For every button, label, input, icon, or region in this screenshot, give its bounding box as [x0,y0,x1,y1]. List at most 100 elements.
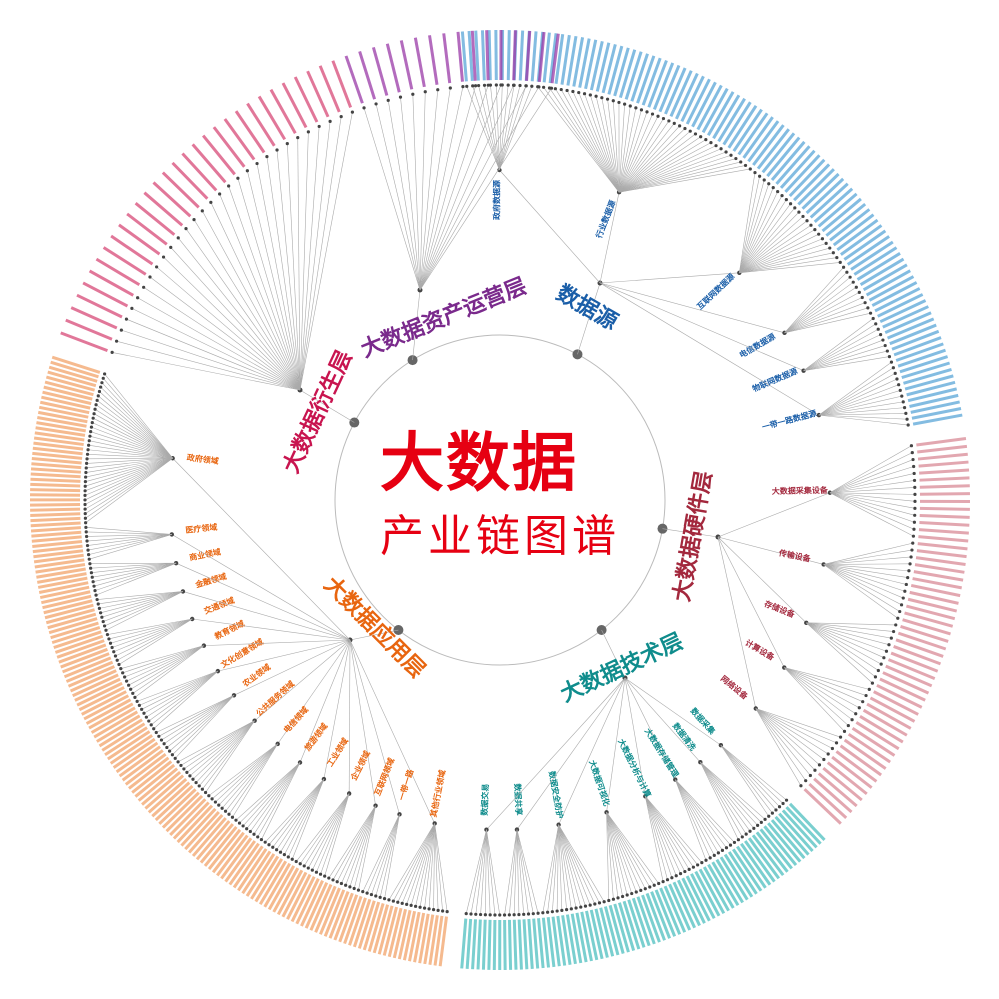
leaf-label-mark [30,493,81,497]
leaf-node [643,887,647,891]
leaf-link [284,778,325,855]
leaf-link [134,645,205,698]
leaf-label-mark [101,722,146,752]
leaf-link [572,91,620,193]
leaf-link [419,85,514,291]
leaf-label-mark [919,468,970,475]
leaf-link [829,492,915,516]
leaf-link [618,109,642,193]
leaf-link [99,391,173,459]
leaf-link [558,824,591,906]
leaf-link [250,762,301,832]
leaf-link [739,191,778,273]
leaf-node [687,867,691,871]
leaf-link [192,720,255,780]
leaf-node [756,823,760,827]
leaf-label-mark [659,887,682,935]
leaf-label-mark [290,876,316,923]
leaf-link [100,591,183,614]
leaf-node [339,881,344,886]
leaf-label-mark [201,134,236,176]
leaf-link [552,824,559,912]
leaf-label-mark [42,594,92,610]
leaf-node [758,174,762,178]
leaf-link [210,202,301,391]
leaf-link [606,812,628,896]
leaf-label-mark [893,336,942,357]
leaf-link [739,238,823,274]
leaf-link [92,422,173,459]
leaf-link [280,778,325,853]
leaf-node [488,913,492,917]
leaf-label-mark [871,281,918,307]
leaf-label-mark [295,878,320,925]
leaf-link [419,85,489,291]
leaf-link [126,645,204,682]
leaf-label-mark [527,918,534,969]
leaf-label-mark [856,252,901,281]
child-link [717,536,757,709]
leaf-node [101,376,105,380]
leaf-link [823,564,907,585]
leaf-link [618,120,670,193]
leaf-link [618,107,637,193]
leaf-link [645,796,698,866]
child-label: 大数据采集设备 [772,485,829,496]
leaf-label-mark [919,484,970,489]
leaf-label-mark [58,643,107,664]
leaf-link [112,352,301,391]
leaf-link [516,829,520,915]
leaf-label-mark [37,572,87,584]
leaf-link [117,618,193,661]
leaf-label-mark [550,33,560,84]
leaf-node [674,874,678,878]
child-label: 传输设备 [777,547,812,563]
leaf-link [618,105,631,193]
leaf-label-mark [362,901,381,951]
leaf-node [237,821,242,825]
leaf-label-mark [102,246,147,276]
leaf-link [829,466,914,494]
leaf-label-mark [30,512,81,517]
leaf-label-mark [31,530,82,538]
leaf-label-mark [785,806,822,845]
leaf-node [382,897,387,901]
leaf-link [829,445,912,494]
leaf-label-mark [128,756,170,790]
leaf-link [264,778,325,843]
leaf-label-mark [847,732,891,764]
leaf-label-mark [843,738,887,770]
leaf-label-mark [306,70,330,118]
leaf-node [374,894,378,898]
leaf-node [630,891,634,896]
leaf-node [267,843,271,847]
leaf-node [436,88,440,92]
leaf-node [531,912,535,916]
leaf-link [87,534,172,542]
leaf-link [499,85,521,171]
leaf-node [594,94,598,98]
leaf-label-mark [853,246,898,276]
leaf-node [331,878,335,882]
leaf-link [618,113,653,193]
child-link [624,677,676,780]
leaf-link [549,87,620,193]
leaf-node [133,695,137,699]
leaf-label-mark [118,745,161,778]
leaf-node [483,913,487,917]
leaf-node [91,580,95,584]
leaf-node [369,892,374,897]
leaf-node [908,562,912,566]
leaf-label-mark [131,760,173,794]
leaf-link [149,276,301,391]
leaf-label-mark [707,91,735,137]
leaf-node [506,83,510,87]
leaf-link [139,670,218,706]
leaf-link [806,622,873,684]
leaf-link [618,151,727,193]
leaf-link [484,85,500,171]
leaf-node [184,227,188,231]
leaf-link [466,86,500,171]
leaf-node [670,876,674,880]
leaf-link [172,695,235,755]
